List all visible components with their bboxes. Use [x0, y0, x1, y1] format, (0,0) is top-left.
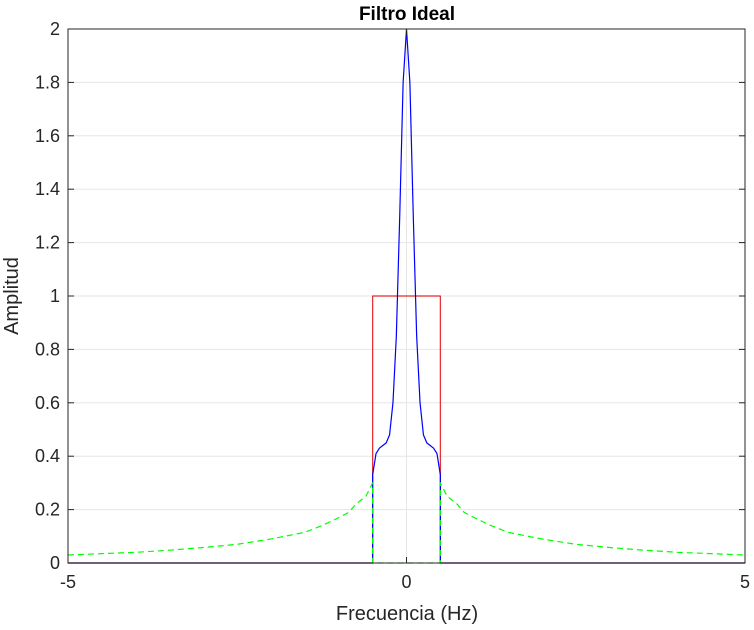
chart-title: Filtro Ideal: [359, 4, 455, 25]
ticks: -5 0 500.20.40.60.811.21.41.61.82: [35, 19, 750, 592]
y-axis-label: Amplitud: [1, 257, 23, 335]
y-tick-label: 0.8: [35, 339, 60, 359]
x-tick-label: 5: [740, 572, 750, 592]
y-tick-label: 0.6: [35, 393, 60, 413]
input-spectrum-line: [67, 482, 746, 564]
x-axis-label: Frecuencia (Hz): [336, 603, 478, 625]
y-tick-label: 0.2: [35, 500, 60, 520]
y-tick-label: 2: [50, 19, 60, 39]
y-tick-label: 1.8: [35, 72, 60, 92]
y-tick-label: 0: [50, 553, 60, 573]
y-tick-label: 1: [50, 286, 60, 306]
y-tick-label: 1.2: [35, 233, 60, 253]
x-tick-label: 0: [401, 572, 411, 592]
y-tick-label: 1.4: [35, 179, 60, 199]
y-tick-label: 0.4: [35, 446, 60, 466]
x-tick-label: -5: [60, 572, 76, 592]
y-tick-label: 1.6: [35, 126, 60, 146]
